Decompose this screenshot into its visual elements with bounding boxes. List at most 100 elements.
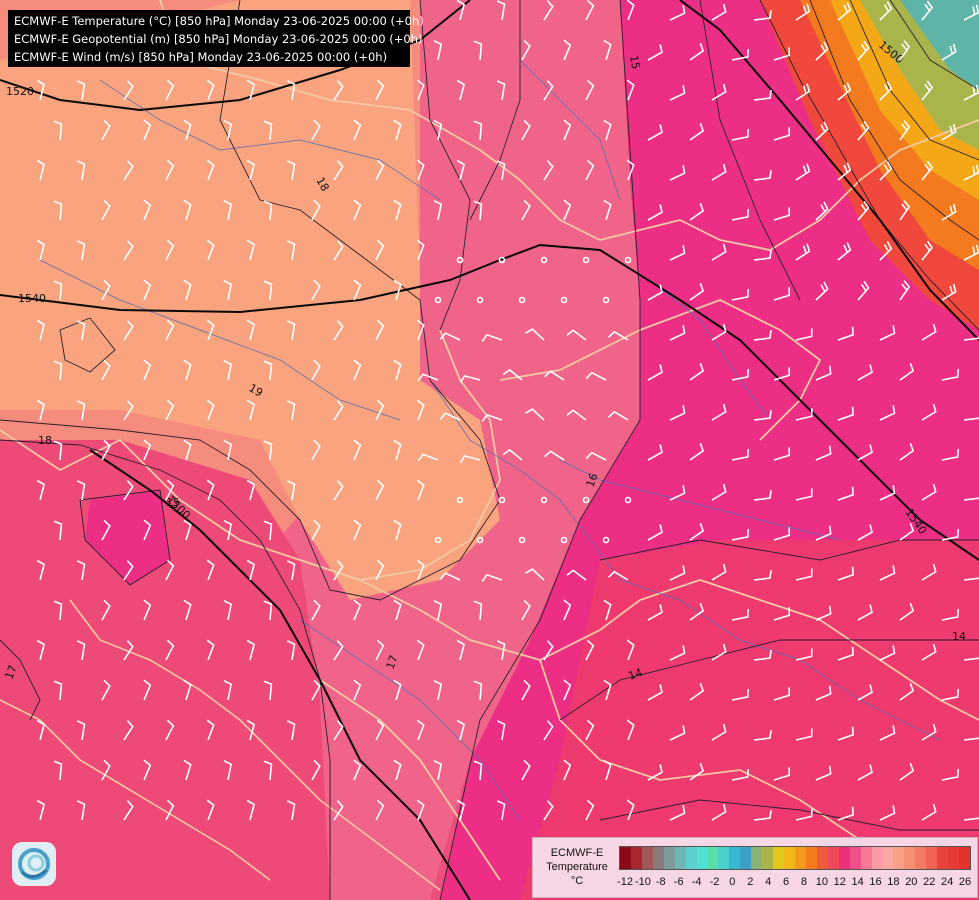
wind-barb	[731, 128, 750, 141]
wind-calm-marker	[434, 536, 442, 544]
wind-barb	[857, 364, 873, 381]
wind-barb	[333, 400, 344, 421]
wind-barb	[689, 603, 705, 621]
wind-barb	[223, 359, 233, 381]
adriatic-coastline	[0, 599, 441, 891]
wind-barb	[353, 759, 362, 781]
wind-barb	[899, 280, 911, 301]
wind-barb	[101, 279, 111, 301]
wind-barb	[206, 639, 215, 661]
wind-barb	[585, 639, 595, 661]
legend-tick-label: 14	[851, 876, 864, 888]
legend-swatch	[641, 847, 653, 869]
wind-barb	[879, 645, 896, 661]
wind-barb	[857, 40, 870, 61]
legend-tick-label: 10	[815, 876, 828, 888]
wind-barb	[333, 80, 344, 101]
wind-barb	[921, 80, 934, 101]
legend-tick-label: 20	[905, 876, 918, 888]
wind-barb	[941, 123, 957, 141]
wind-barb	[143, 599, 152, 621]
legend-swatch	[904, 847, 916, 869]
legend-swatch	[718, 847, 730, 869]
wind-barb	[246, 479, 256, 501]
wind-barb	[353, 199, 362, 221]
wind-barb	[879, 805, 896, 821]
wind-barb	[123, 480, 134, 501]
wind-barb	[543, 80, 554, 101]
wind-barb	[353, 279, 362, 301]
wind-barb	[36, 719, 46, 741]
wind-barb	[753, 169, 772, 181]
wind-barb	[416, 79, 425, 101]
wind-barb	[753, 249, 772, 261]
wind-calm-marker	[582, 256, 590, 264]
wind-barb	[815, 445, 832, 461]
wind-barb	[795, 408, 813, 421]
legend-swatch	[707, 847, 719, 869]
wind-barb	[857, 280, 870, 301]
wind-barb	[123, 800, 134, 821]
wind-barb	[53, 520, 63, 541]
wind-barb	[773, 527, 791, 541]
wind-barb	[963, 657, 979, 661]
wind-barb	[333, 480, 344, 501]
wind-barb	[246, 639, 256, 661]
wind-barb	[753, 809, 772, 821]
provider-logo-icon[interactable]	[12, 842, 56, 886]
wind-barb	[543, 640, 554, 661]
wind-barb	[263, 440, 273, 461]
wind-barb	[246, 799, 256, 821]
legend-tick-label: 8	[800, 876, 807, 888]
isotherm-label: 17	[384, 653, 401, 671]
wind-barb	[773, 367, 791, 381]
wind-barb	[603, 679, 612, 701]
wind-barb	[165, 799, 175, 821]
wind-barb	[76, 240, 86, 261]
wind-barb	[206, 319, 215, 341]
wind-barbs	[36, 0, 979, 821]
wind-barb	[311, 119, 321, 141]
wind-barb	[223, 439, 233, 461]
wind-barb	[393, 119, 402, 141]
wind-barb	[165, 399, 175, 421]
wind-barb	[899, 443, 915, 461]
wind-barb	[753, 649, 772, 661]
temperature-labels: 15 18 19 18 15 16 17 17 14 14	[3, 54, 966, 683]
wind-barb	[101, 759, 111, 781]
wind-barb	[773, 607, 791, 621]
legend-swatch	[773, 847, 785, 869]
wind-barb	[879, 485, 896, 501]
legend-swatch	[663, 847, 675, 869]
wind-barb	[879, 405, 896, 421]
wind-barb	[165, 639, 175, 661]
wind-barb	[473, 200, 483, 221]
wind-barb	[815, 525, 832, 541]
wind-barb	[563, 599, 572, 621]
wind-barb	[837, 406, 854, 421]
wind-barb	[36, 559, 46, 581]
wind-calm-marker	[476, 536, 484, 544]
title-wind: ECMWF-E Wind (m/s) [850 hPa] Monday 23-0…	[14, 50, 388, 64]
wind-barb	[941, 368, 960, 381]
wind-barb	[563, 119, 572, 141]
wind-barb	[286, 640, 296, 661]
wind-barb	[585, 79, 595, 101]
wind-barb	[473, 120, 483, 141]
wind-barb	[76, 640, 86, 661]
legend-swatch	[740, 847, 752, 869]
wind-barb	[941, 448, 960, 461]
wind-barb	[353, 599, 362, 621]
wind-barb	[375, 719, 385, 741]
wind-barb	[375, 479, 385, 501]
wind-barb	[689, 443, 705, 461]
wind-calm-marker	[624, 496, 632, 504]
wind-barb	[626, 159, 635, 181]
wind-barb	[647, 284, 663, 301]
wind-barb	[433, 679, 443, 701]
wind-barb	[837, 726, 854, 741]
wind-barb	[36, 319, 46, 341]
wind-barb	[963, 497, 979, 501]
temp-field-deep-pink-southeast	[520, 540, 979, 900]
